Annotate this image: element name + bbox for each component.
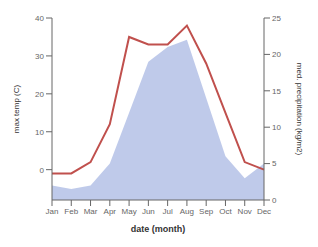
svg-text:Nov: Nov: [238, 207, 252, 216]
svg-text:med. precipitation (kg/m2): med. precipitation (kg/m2): [295, 63, 304, 156]
svg-text:Dec: Dec: [257, 207, 271, 216]
svg-text:Apr: Apr: [104, 207, 117, 216]
svg-text:Jun: Jun: [142, 207, 155, 216]
svg-text:40: 40: [35, 14, 44, 23]
svg-text:10: 10: [272, 123, 281, 132]
svg-text:max temp (C): max temp (C): [12, 84, 21, 133]
svg-text:25: 25: [272, 14, 281, 23]
svg-text:Feb: Feb: [64, 207, 78, 216]
svg-text:May: May: [122, 207, 137, 216]
svg-text:Sep: Sep: [199, 207, 214, 216]
svg-text:Jan: Jan: [46, 207, 59, 216]
svg-text:20: 20: [35, 90, 44, 99]
svg-text:0: 0: [40, 166, 45, 175]
svg-text:date (month): date (month): [131, 224, 186, 234]
svg-text:Oct: Oct: [219, 207, 232, 216]
svg-text:0: 0: [272, 196, 277, 205]
svg-text:5: 5: [272, 159, 277, 168]
svg-text:Mar: Mar: [84, 207, 98, 216]
svg-text:20: 20: [272, 50, 281, 59]
svg-text:Jul: Jul: [163, 207, 173, 216]
svg-text:10: 10: [35, 128, 44, 137]
svg-text:15: 15: [272, 87, 281, 96]
svg-text:30: 30: [35, 52, 44, 61]
svg-text:Aug: Aug: [180, 207, 194, 216]
